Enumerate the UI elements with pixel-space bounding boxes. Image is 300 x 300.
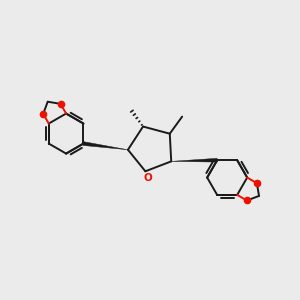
Polygon shape (171, 158, 217, 162)
Text: O: O (143, 173, 152, 183)
Polygon shape (83, 142, 128, 150)
